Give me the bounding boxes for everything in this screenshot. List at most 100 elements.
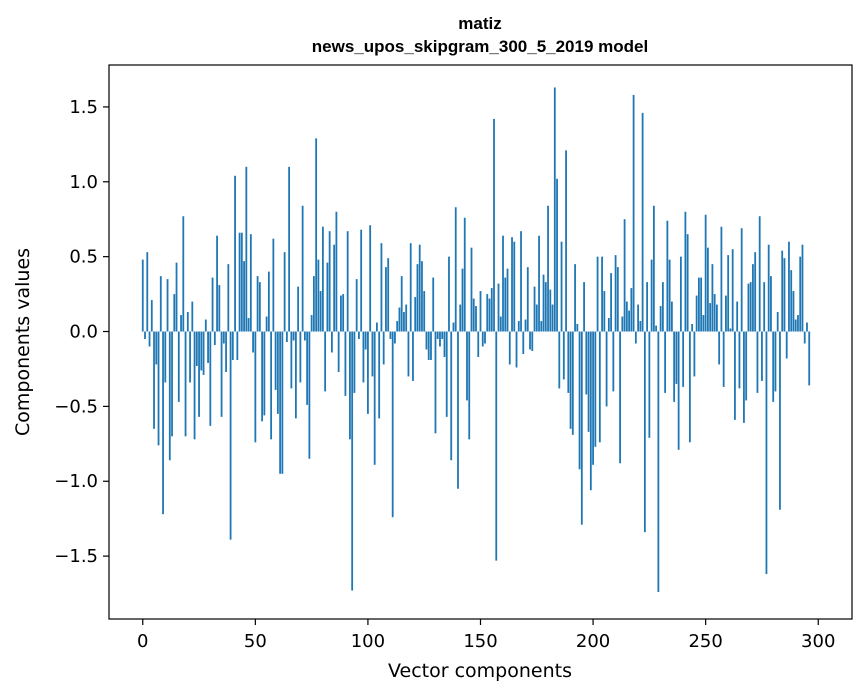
bar-111 xyxy=(391,331,394,518)
bar-249 xyxy=(702,315,705,332)
bar-153 xyxy=(486,294,489,332)
bar-105 xyxy=(378,331,381,419)
bar-15 xyxy=(175,262,178,332)
bar-7 xyxy=(157,331,160,446)
bar-82 xyxy=(326,262,329,332)
bar-280 xyxy=(772,331,775,402)
bar-233 xyxy=(666,220,669,332)
bar-114 xyxy=(398,307,401,332)
bar-17 xyxy=(180,315,182,332)
bar-80 xyxy=(321,226,324,332)
x-tick-label: 100 xyxy=(351,631,385,652)
bar-235 xyxy=(670,301,673,332)
bar-146 xyxy=(470,247,473,332)
bar-192 xyxy=(574,264,576,332)
bar-91 xyxy=(346,231,349,332)
bar-83 xyxy=(328,231,331,332)
bar-223 xyxy=(643,331,646,533)
bar-211 xyxy=(616,267,619,332)
bar-77 xyxy=(315,138,318,332)
bar-173 xyxy=(531,331,534,351)
bar-174 xyxy=(533,286,536,332)
bar-87 xyxy=(337,331,340,372)
bar-137 xyxy=(450,331,453,461)
bar-250 xyxy=(704,214,707,332)
y-axis-label: Components values xyxy=(12,248,34,436)
bar-149 xyxy=(477,331,480,357)
bar-11 xyxy=(166,279,169,332)
bar-186 xyxy=(560,241,563,332)
bar-245 xyxy=(693,331,696,377)
bar-34 xyxy=(218,285,221,332)
bar-120 xyxy=(412,331,414,381)
bar-76 xyxy=(312,276,315,332)
bar-99 xyxy=(364,331,367,350)
bar-251 xyxy=(707,247,709,332)
bar-88 xyxy=(340,295,342,332)
bar-127 xyxy=(427,331,430,360)
bar-33 xyxy=(216,235,218,332)
bar-92 xyxy=(349,331,351,440)
bar-296 xyxy=(808,331,811,386)
bar-24 xyxy=(195,331,198,366)
bar-42 xyxy=(236,331,239,360)
bar-35 xyxy=(220,331,223,417)
bar-52 xyxy=(258,282,261,332)
bar-257 xyxy=(720,226,723,332)
bar-69 xyxy=(297,286,300,332)
bar-131 xyxy=(436,331,439,340)
bar-225 xyxy=(648,331,651,438)
bar-43 xyxy=(238,232,241,332)
bar-256 xyxy=(718,331,721,365)
bar-193 xyxy=(576,324,579,332)
bar-84 xyxy=(331,331,333,353)
bar-188 xyxy=(565,150,567,332)
bar-263 xyxy=(734,331,736,420)
bar-281 xyxy=(774,331,777,392)
bar-68 xyxy=(294,331,297,419)
bar-12 xyxy=(168,331,171,461)
bar-102 xyxy=(371,331,374,377)
bar-155 xyxy=(490,288,493,332)
bar-158 xyxy=(497,283,500,332)
bar-289 xyxy=(792,291,795,332)
bar-203 xyxy=(598,331,601,443)
bar-16 xyxy=(177,331,180,402)
bar-4 xyxy=(150,300,153,332)
bar-198 xyxy=(587,331,590,432)
bar-38 xyxy=(227,264,230,332)
bar-168 xyxy=(520,231,522,332)
bar-219 xyxy=(634,331,637,344)
bar-218 xyxy=(632,94,635,332)
bar-246 xyxy=(695,295,698,332)
bar-22 xyxy=(191,301,194,332)
bar-129 xyxy=(432,277,435,332)
bar-275 xyxy=(761,331,763,381)
bar-202 xyxy=(596,256,599,332)
bar-254 xyxy=(713,294,716,332)
bar-57 xyxy=(270,331,273,440)
bar-273 xyxy=(756,331,759,393)
bar-189 xyxy=(567,331,570,393)
bar-2 xyxy=(146,252,149,332)
bar-30 xyxy=(209,331,212,426)
bar-276 xyxy=(763,282,766,332)
bar-277 xyxy=(765,331,768,575)
bar-70 xyxy=(299,331,302,383)
bar-293 xyxy=(801,244,804,332)
bar-163 xyxy=(508,331,511,365)
x-tick-label: 50 xyxy=(244,631,267,652)
bar-116 xyxy=(403,312,405,332)
bar-60 xyxy=(276,331,279,414)
bar-115 xyxy=(400,276,403,332)
bar-51 xyxy=(256,276,259,332)
bar-54 xyxy=(263,331,266,416)
bar-152 xyxy=(484,331,486,344)
bar-214 xyxy=(623,219,626,332)
bar-41 xyxy=(234,175,236,332)
bar-78 xyxy=(317,259,320,332)
bar-215 xyxy=(625,301,628,332)
bar-176 xyxy=(538,235,540,332)
bar-206 xyxy=(605,331,608,407)
